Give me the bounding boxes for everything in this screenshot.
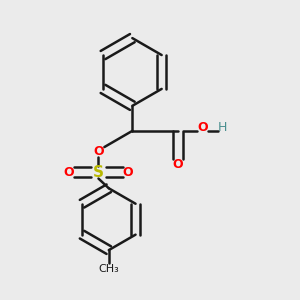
- Text: O: O: [93, 145, 104, 158]
- Text: S: S: [93, 165, 104, 180]
- Text: O: O: [64, 166, 74, 178]
- Text: O: O: [123, 166, 133, 178]
- Text: CH₃: CH₃: [98, 264, 119, 274]
- Text: O: O: [173, 158, 183, 171]
- Text: O: O: [198, 121, 208, 134]
- Text: H: H: [218, 121, 227, 134]
